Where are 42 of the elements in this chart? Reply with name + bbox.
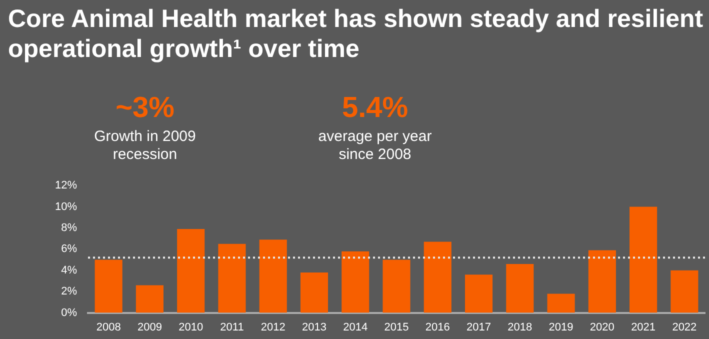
text: 5.4% (340, 92, 410, 125)
bar (464, 274, 493, 313)
x-tick-label: 2008 (96, 321, 121, 334)
text: average per year since 2008 (317, 128, 433, 164)
bar (94, 260, 122, 313)
x-tick-label: 2020 (590, 321, 614, 334)
x-tick-label: 2009 (137, 321, 162, 334)
y-tick-label: 2% (61, 286, 78, 298)
bar (342, 251, 370, 313)
bar (424, 242, 452, 313)
x-tick-label: 2013 (302, 321, 326, 334)
bar (382, 260, 410, 313)
bar (136, 285, 164, 313)
chart-title: Core Animal Health market has shown steady and resilient operational growth¹ over time (8, 4, 704, 64)
bar (630, 206, 658, 313)
bar (506, 264, 534, 313)
y-tick-label: 4% (61, 264, 78, 276)
text: Growth in 2009 recession (93, 128, 197, 164)
y-tick-label: 10% (54, 200, 78, 213)
y-tick-label: 6% (61, 243, 78, 256)
bar (670, 270, 698, 313)
y-tick-label: 0% (61, 306, 78, 319)
x-tick-label: 2015 (384, 321, 409, 334)
x-tick-label: 2011 (220, 321, 244, 334)
x-tick-label: 2012 (260, 321, 286, 334)
x-tick-label: 2016 (425, 321, 450, 334)
x-tick-label: 2018 (508, 321, 532, 334)
bar (588, 250, 616, 313)
bar (259, 240, 287, 313)
x-tick-label: 2010 (178, 321, 204, 334)
bar (547, 294, 575, 313)
bar (218, 244, 246, 313)
y-tick-label: 12% (54, 180, 78, 192)
bar (177, 229, 205, 313)
x-tick-label: 2021 (631, 321, 656, 334)
x-tick-label: 2022 (672, 321, 697, 334)
x-tick-label: 2017 (466, 321, 492, 334)
text: ~3% (114, 92, 176, 125)
x-tick-label: 2019 (548, 321, 574, 334)
x-tick-label: 2014 (343, 321, 368, 334)
bar (300, 272, 328, 313)
y-tick-label: 8% (61, 222, 78, 234)
